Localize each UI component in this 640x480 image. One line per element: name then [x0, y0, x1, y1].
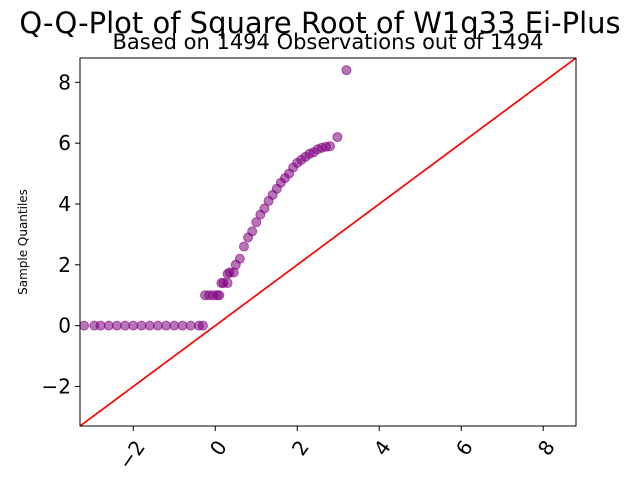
x-tick-label: −2 [113, 436, 150, 474]
data-point [247, 226, 258, 237]
data-point [234, 253, 245, 264]
data-point [103, 320, 114, 331]
axes-frame [79, 57, 577, 427]
data-point [120, 320, 131, 331]
y-tick-label: 0 [58, 314, 71, 338]
data-point [197, 320, 208, 331]
data-point [185, 320, 196, 331]
data-point [95, 320, 106, 331]
chart-subtitle: Based on 1494 Observations out of 1494 [112, 30, 543, 54]
y-tick-label: −2 [42, 374, 71, 398]
y-tick-label: 2 [58, 253, 71, 277]
data-point [136, 320, 147, 331]
data-point [259, 203, 270, 214]
reference-line [80, 58, 576, 426]
data-point [80, 320, 90, 331]
y-tick-label: 6 [58, 131, 71, 155]
data-point [128, 320, 139, 331]
y-tick-label: 4 [58, 192, 71, 216]
x-tick-label: 8 [533, 436, 560, 460]
x-tick-label: 0 [205, 436, 232, 460]
data-point [169, 320, 180, 331]
data-point [251, 217, 262, 228]
data-point [144, 320, 155, 331]
data-point [111, 320, 122, 331]
data-point [222, 278, 233, 289]
data-point [325, 141, 336, 152]
data-point [177, 320, 188, 331]
data-point [152, 320, 163, 331]
x-tick-label: 4 [369, 436, 396, 460]
data-point [341, 65, 352, 76]
y-axis-label: Sample Quantiles [16, 189, 30, 295]
data-point [214, 290, 225, 301]
axis-ticks: −2 0 2 4 6 8 −2 0 2 4 6 8 [42, 70, 560, 473]
x-tick-label: 6 [451, 436, 478, 460]
chart-title: Q-Q-Plot of Square Root of W1q33 Ei-Plus [19, 6, 620, 40]
data-point [161, 320, 172, 331]
plot-area [80, 58, 576, 426]
y-tick-label: 8 [58, 70, 71, 94]
x-tick-label: 2 [287, 436, 314, 460]
data-point [238, 241, 249, 252]
data-point [332, 132, 343, 143]
